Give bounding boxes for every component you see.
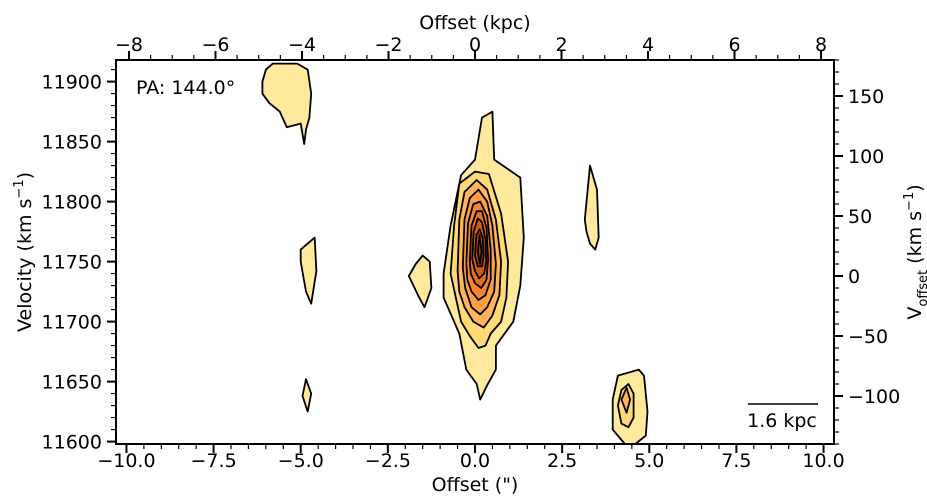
- contour-5-level-0: [583, 164, 600, 251]
- top-tick-label: 6: [728, 34, 740, 56]
- top-tick-label: −4: [288, 34, 316, 56]
- y-tick-label: 11800: [42, 192, 102, 214]
- y-tick-label: 11850: [42, 132, 102, 154]
- top-tick-label: 8: [815, 34, 827, 56]
- y-label-sup: −1: [12, 179, 27, 198]
- x-tick-label: 0.0: [460, 450, 490, 472]
- scale-bar-label: 1.6 kpc: [747, 410, 817, 432]
- y-tick-label: 11750: [42, 252, 102, 274]
- top-tick-label: 4: [642, 34, 654, 56]
- pa-annotation: PA: 144.0°: [136, 77, 235, 99]
- right-label-sub: offset: [916, 270, 927, 307]
- contour-4-level-0: [407, 254, 433, 309]
- right-axis-label: Voffset (km s−1): [902, 184, 927, 319]
- contour-2-level-0: [261, 62, 313, 145]
- x-tick-label: −7.5: [191, 450, 237, 472]
- x-tick-label: 5.0: [634, 450, 664, 472]
- y-tick-label: 11700: [42, 312, 102, 334]
- y-tick-label: 11650: [42, 372, 102, 394]
- contour-6-level-0: [301, 378, 313, 413]
- tick-labels: −10.0 −7.5 −5.0 −2.5 0.0 2.5 5.0 7.5 10.0 −8 −6 −4 −…: [42, 34, 901, 472]
- x-tick-label: −2.5: [365, 450, 411, 472]
- top-tick-label: 2: [555, 34, 567, 56]
- right-tick-label: −100: [848, 386, 900, 408]
- right-label-tail: ): [904, 184, 926, 191]
- contour-group: [261, 62, 649, 445]
- right-label-mid: (km s: [904, 211, 926, 270]
- contour-3-level-0: [299, 236, 318, 305]
- right-label-main: V: [904, 307, 926, 320]
- x-tick-label: −5.0: [278, 450, 324, 472]
- y-tick-label: 11900: [42, 72, 102, 94]
- contour-0-level-8: [476, 234, 483, 265]
- right-label-sup: −1: [902, 192, 917, 211]
- top-tick-label: −6: [201, 34, 229, 56]
- right-tick-label: 0: [848, 266, 860, 288]
- axis-ticks: [107, 51, 843, 453]
- x-tick-label: 2.5: [547, 450, 577, 472]
- y-label-main: Velocity (km s: [14, 199, 36, 332]
- right-tick-label: 50: [848, 206, 872, 228]
- right-tick-label: 100: [848, 146, 884, 168]
- top-tick-label: −8: [115, 34, 143, 56]
- right-tick-label: −50: [848, 326, 888, 348]
- x-axis-label: Offset ("): [432, 474, 519, 496]
- x-tick-label: 10.0: [802, 450, 844, 472]
- x-tick-label: 7.5: [721, 450, 751, 472]
- top-axis-label: Offset (kpc): [419, 12, 530, 34]
- contour-1-level-2: [620, 386, 631, 414]
- top-tick-label: 0: [469, 34, 481, 56]
- y-axis-label: Velocity (km s−1): [12, 172, 36, 332]
- y-label-tail: ): [14, 172, 36, 179]
- plot-frame: [115, 59, 835, 445]
- x-tick-label: −10.0: [97, 450, 155, 472]
- top-tick-label: −2: [374, 34, 402, 56]
- right-tick-label: 150: [848, 86, 884, 108]
- y-tick-label: 11600: [42, 432, 102, 454]
